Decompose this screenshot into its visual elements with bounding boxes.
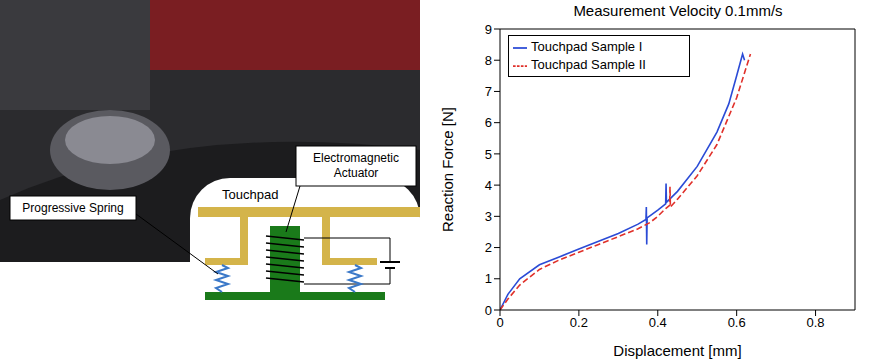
svg-text:0.8: 0.8 [807, 315, 825, 330]
svg-text:5: 5 [485, 147, 492, 162]
svg-text:9: 9 [485, 22, 492, 37]
html-text:Measurement Velocity 0.1mm/s: Measurement Velocity 0.1mm/s [573, 2, 783, 19]
html-text:Touchpad Sample II: Touchpad Sample II [531, 57, 646, 72]
svg-text:Progressive Spring: Progressive Spring [22, 201, 123, 215]
svg-text:4: 4 [485, 178, 492, 193]
svg-text:0.2: 0.2 [570, 315, 588, 330]
svg-text:Touchpad: Touchpad [222, 187, 278, 202]
svg-text:1: 1 [485, 271, 492, 286]
svg-text:Displacement [mm]: Displacement [mm] [613, 342, 741, 359]
svg-text:0.6: 0.6 [728, 315, 746, 330]
svg-text:0: 0 [485, 303, 492, 318]
svg-text:6: 6 [485, 115, 492, 130]
svg-text:0: 0 [496, 315, 503, 330]
svg-text:2: 2 [485, 240, 492, 255]
html-text:Touchpad Sample I: Touchpad Sample I [531, 39, 643, 54]
svg-text:ElectromagneticActuator: ElectromagneticActuator [313, 151, 399, 180]
svg-text:0.4: 0.4 [649, 315, 667, 330]
svg-text:3: 3 [485, 209, 492, 224]
svg-text:8: 8 [485, 53, 492, 68]
svg-text:Reaction Force [N]: Reaction Force [N] [440, 107, 456, 232]
svg-text:7: 7 [485, 84, 492, 99]
